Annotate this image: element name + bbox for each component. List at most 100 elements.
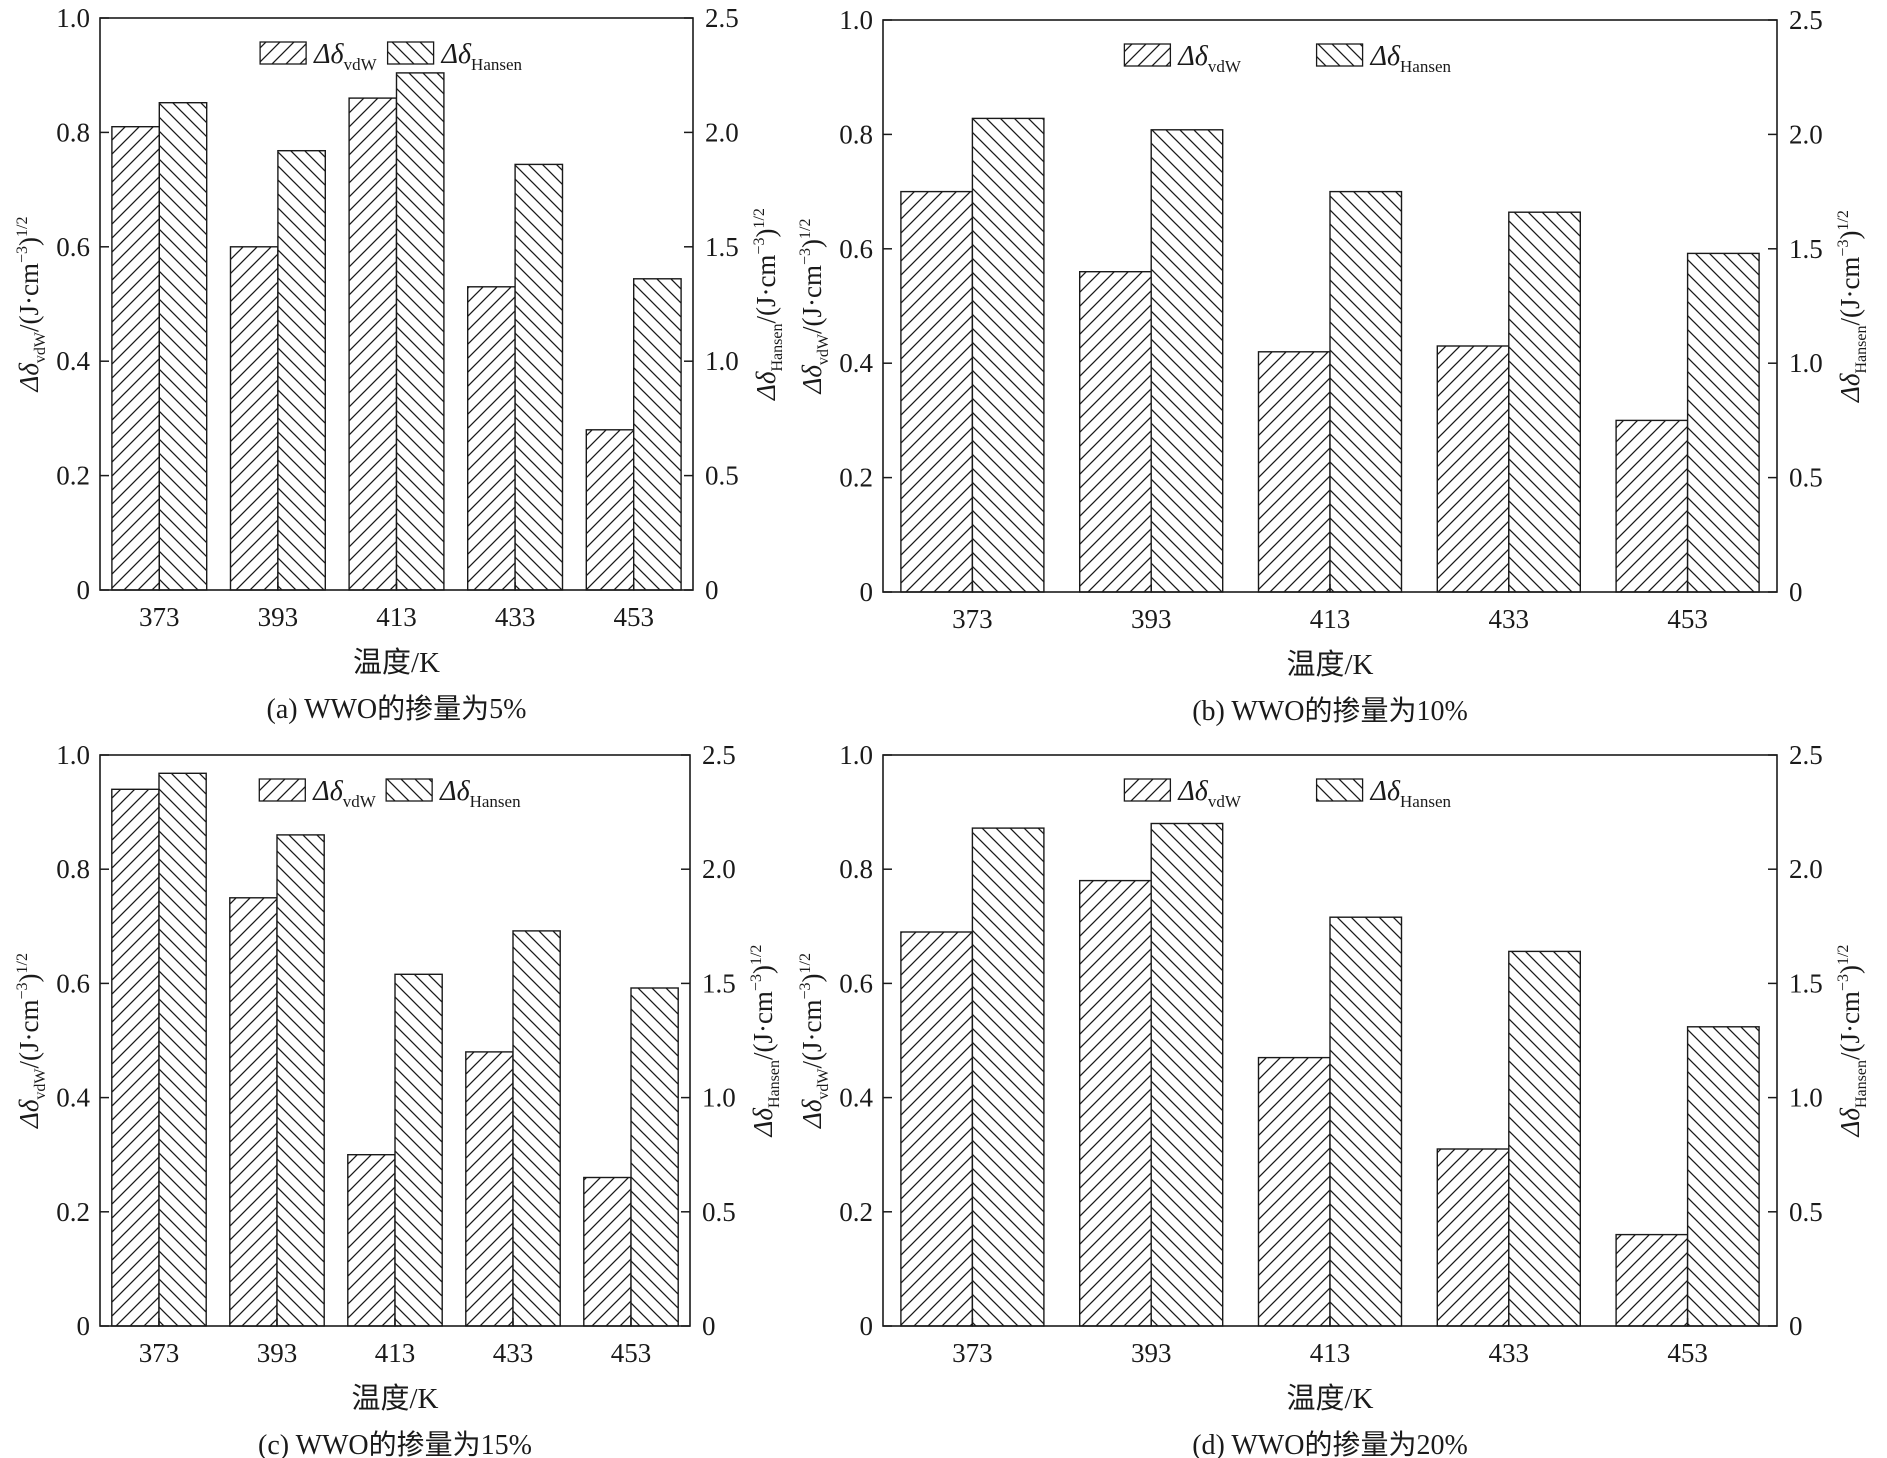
left-axis-title: ΔδvdW/(J·cm−3)1/2 bbox=[797, 953, 832, 1129]
bar-vdw-453 bbox=[1615, 1233, 1689, 1327]
legend-swatch-vdw bbox=[1123, 778, 1172, 802]
right-tick-label: 1.0 bbox=[702, 1083, 736, 1113]
x-tick-label: 413 bbox=[375, 1338, 416, 1368]
legend: ΔδvdW ΔδHansen bbox=[1123, 776, 1452, 811]
bar-vdw-433 bbox=[1436, 1148, 1510, 1327]
bar-hansen-393 bbox=[277, 149, 326, 591]
legend: ΔδvdW ΔδHansen bbox=[259, 39, 523, 74]
bar-vdw-393 bbox=[229, 246, 279, 591]
bar-vdw-413 bbox=[1257, 1056, 1331, 1327]
left-tick-label: 0.2 bbox=[839, 1197, 873, 1227]
left-tick-label: 0.6 bbox=[839, 234, 873, 264]
left-tick-label: 0.2 bbox=[56, 461, 90, 491]
bar-vdw-433 bbox=[467, 286, 516, 591]
bar-vdw-413 bbox=[348, 97, 398, 591]
left-tick-label: 0.8 bbox=[839, 119, 873, 149]
bar-hansen-413 bbox=[395, 72, 445, 591]
right-tick-label: 0 bbox=[1789, 1311, 1803, 1341]
bar-vdw-453 bbox=[1615, 419, 1689, 593]
bar-vdw-393 bbox=[229, 897, 278, 1327]
right-tick-label: 1.5 bbox=[705, 232, 739, 262]
bar-hansen-453 bbox=[633, 278, 682, 591]
left-tick-label: 0 bbox=[860, 577, 874, 607]
x-tick-label: 453 bbox=[1667, 604, 1708, 634]
bar-vdw-413 bbox=[347, 1153, 396, 1327]
left-tick-label: 0.2 bbox=[839, 463, 873, 493]
x-tick-label: 373 bbox=[139, 1338, 180, 1368]
legend: ΔδvdW ΔδHansen bbox=[1123, 41, 1452, 76]
x-tick-label: 413 bbox=[1310, 604, 1351, 634]
x-tick-label: 433 bbox=[1489, 1338, 1530, 1368]
bar-vdw-393 bbox=[1078, 271, 1152, 593]
legend-swatch-vdw bbox=[258, 778, 306, 802]
bar-vdw-413 bbox=[1257, 351, 1331, 593]
panel-title: (b) WWO的掺量为10% bbox=[1192, 695, 1468, 727]
bar-vdw-373 bbox=[900, 190, 974, 593]
left-tick-label: 0.4 bbox=[839, 348, 873, 378]
legend-swatch-hansen bbox=[385, 778, 433, 802]
bar-hansen-373 bbox=[158, 772, 207, 1327]
bar-vdw-453 bbox=[585, 429, 635, 591]
left-tick-label: 1.0 bbox=[56, 3, 90, 33]
bar-vdw-393 bbox=[1078, 879, 1152, 1327]
bar-hansen-433 bbox=[1508, 950, 1582, 1327]
bar-hansen-433 bbox=[514, 163, 564, 591]
x-tick-label: 393 bbox=[258, 602, 299, 632]
left-tick-label: 0.6 bbox=[839, 968, 873, 998]
bar-hansen-433 bbox=[512, 930, 561, 1327]
bar-hansen-373 bbox=[971, 827, 1045, 1327]
left-tick-label: 1.0 bbox=[839, 5, 873, 35]
right-axis-title: ΔδHansen/(J·cm−3)1/2 bbox=[751, 208, 786, 401]
right-tick-label: 2.0 bbox=[702, 854, 736, 884]
bar-hansen-393 bbox=[1150, 822, 1224, 1327]
bar-vdw-453 bbox=[583, 1176, 632, 1327]
legend-swatch-vdw bbox=[1123, 43, 1172, 67]
right-axis-title: ΔδHansen/(J·cm−3)1/2 bbox=[1835, 945, 1870, 1138]
right-tick-label: 0.5 bbox=[1789, 1197, 1823, 1227]
legend-label-hansen: ΔδHansen bbox=[1370, 776, 1452, 811]
right-axis-title: ΔδHansen/(J·cm−3)1/2 bbox=[748, 945, 783, 1138]
bar-vdw-433 bbox=[465, 1051, 514, 1327]
left-tick-label: 0.8 bbox=[56, 117, 90, 147]
right-tick-label: 0.5 bbox=[1789, 463, 1823, 493]
left-axis-title: ΔδvdW/(J·cm−3)1/2 bbox=[14, 953, 49, 1129]
right-tick-label: 1.0 bbox=[1789, 348, 1823, 378]
x-tick-label: 373 bbox=[952, 604, 993, 634]
left-tick-label: 1.0 bbox=[839, 740, 873, 770]
legend: ΔδvdW ΔδHansen bbox=[258, 776, 521, 811]
left-tick-label: 0.4 bbox=[56, 346, 90, 376]
x-tick-label: 453 bbox=[611, 1338, 652, 1368]
chart-panel-c: 0 0.2 0.4 0.6 0.8 1.0 0 0.5 1.0 1.5 2.0 2.5 373 393 41… bbox=[14, 740, 783, 1458]
panel-title: (c) WWO的掺量为15% bbox=[258, 1429, 532, 1458]
legend-label-hansen: ΔδHansen bbox=[441, 39, 523, 74]
right-tick-label: 0.5 bbox=[705, 461, 739, 491]
x-axis-label: 温度/K bbox=[353, 646, 440, 679]
right-tick-label: 0 bbox=[1789, 577, 1803, 607]
chart-panel-d: 0 0.2 0.4 0.6 0.8 1.0 0 0.5 1.0 1.5 2.0 2.5 373 393 41… bbox=[797, 740, 1870, 1458]
bar-hansen-453 bbox=[1686, 252, 1760, 593]
bar-hansen-393 bbox=[1150, 129, 1224, 593]
x-tick-label: 393 bbox=[1131, 604, 1172, 634]
right-tick-label: 2.5 bbox=[705, 3, 739, 33]
x-tick-label: 433 bbox=[493, 1338, 534, 1368]
x-tick-label: 413 bbox=[1310, 1338, 1351, 1368]
legend-label-vdw: ΔδvdW bbox=[1177, 41, 1241, 76]
left-tick-label: 0.4 bbox=[839, 1083, 873, 1113]
right-tick-label: 2.5 bbox=[1789, 740, 1823, 770]
bar-hansen-433 bbox=[1508, 211, 1582, 593]
right-tick-label: 1.5 bbox=[1789, 968, 1823, 998]
left-tick-label: 0.8 bbox=[56, 854, 90, 884]
right-tick-label: 2.0 bbox=[705, 117, 739, 147]
left-tick-label: 0.6 bbox=[56, 232, 90, 262]
left-tick-label: 0.4 bbox=[56, 1083, 90, 1113]
bar-vdw-373 bbox=[111, 788, 160, 1327]
legend-label-vdw: ΔδvdW bbox=[312, 776, 376, 811]
x-tick-label: 453 bbox=[1667, 1338, 1708, 1368]
bar-hansen-413 bbox=[394, 973, 443, 1327]
x-tick-label: 373 bbox=[952, 1338, 993, 1368]
left-tick-label: 1.0 bbox=[56, 740, 90, 770]
right-tick-label: 0 bbox=[702, 1311, 716, 1341]
bar-vdw-433 bbox=[1436, 345, 1510, 593]
right-tick-label: 2.5 bbox=[1789, 5, 1823, 35]
